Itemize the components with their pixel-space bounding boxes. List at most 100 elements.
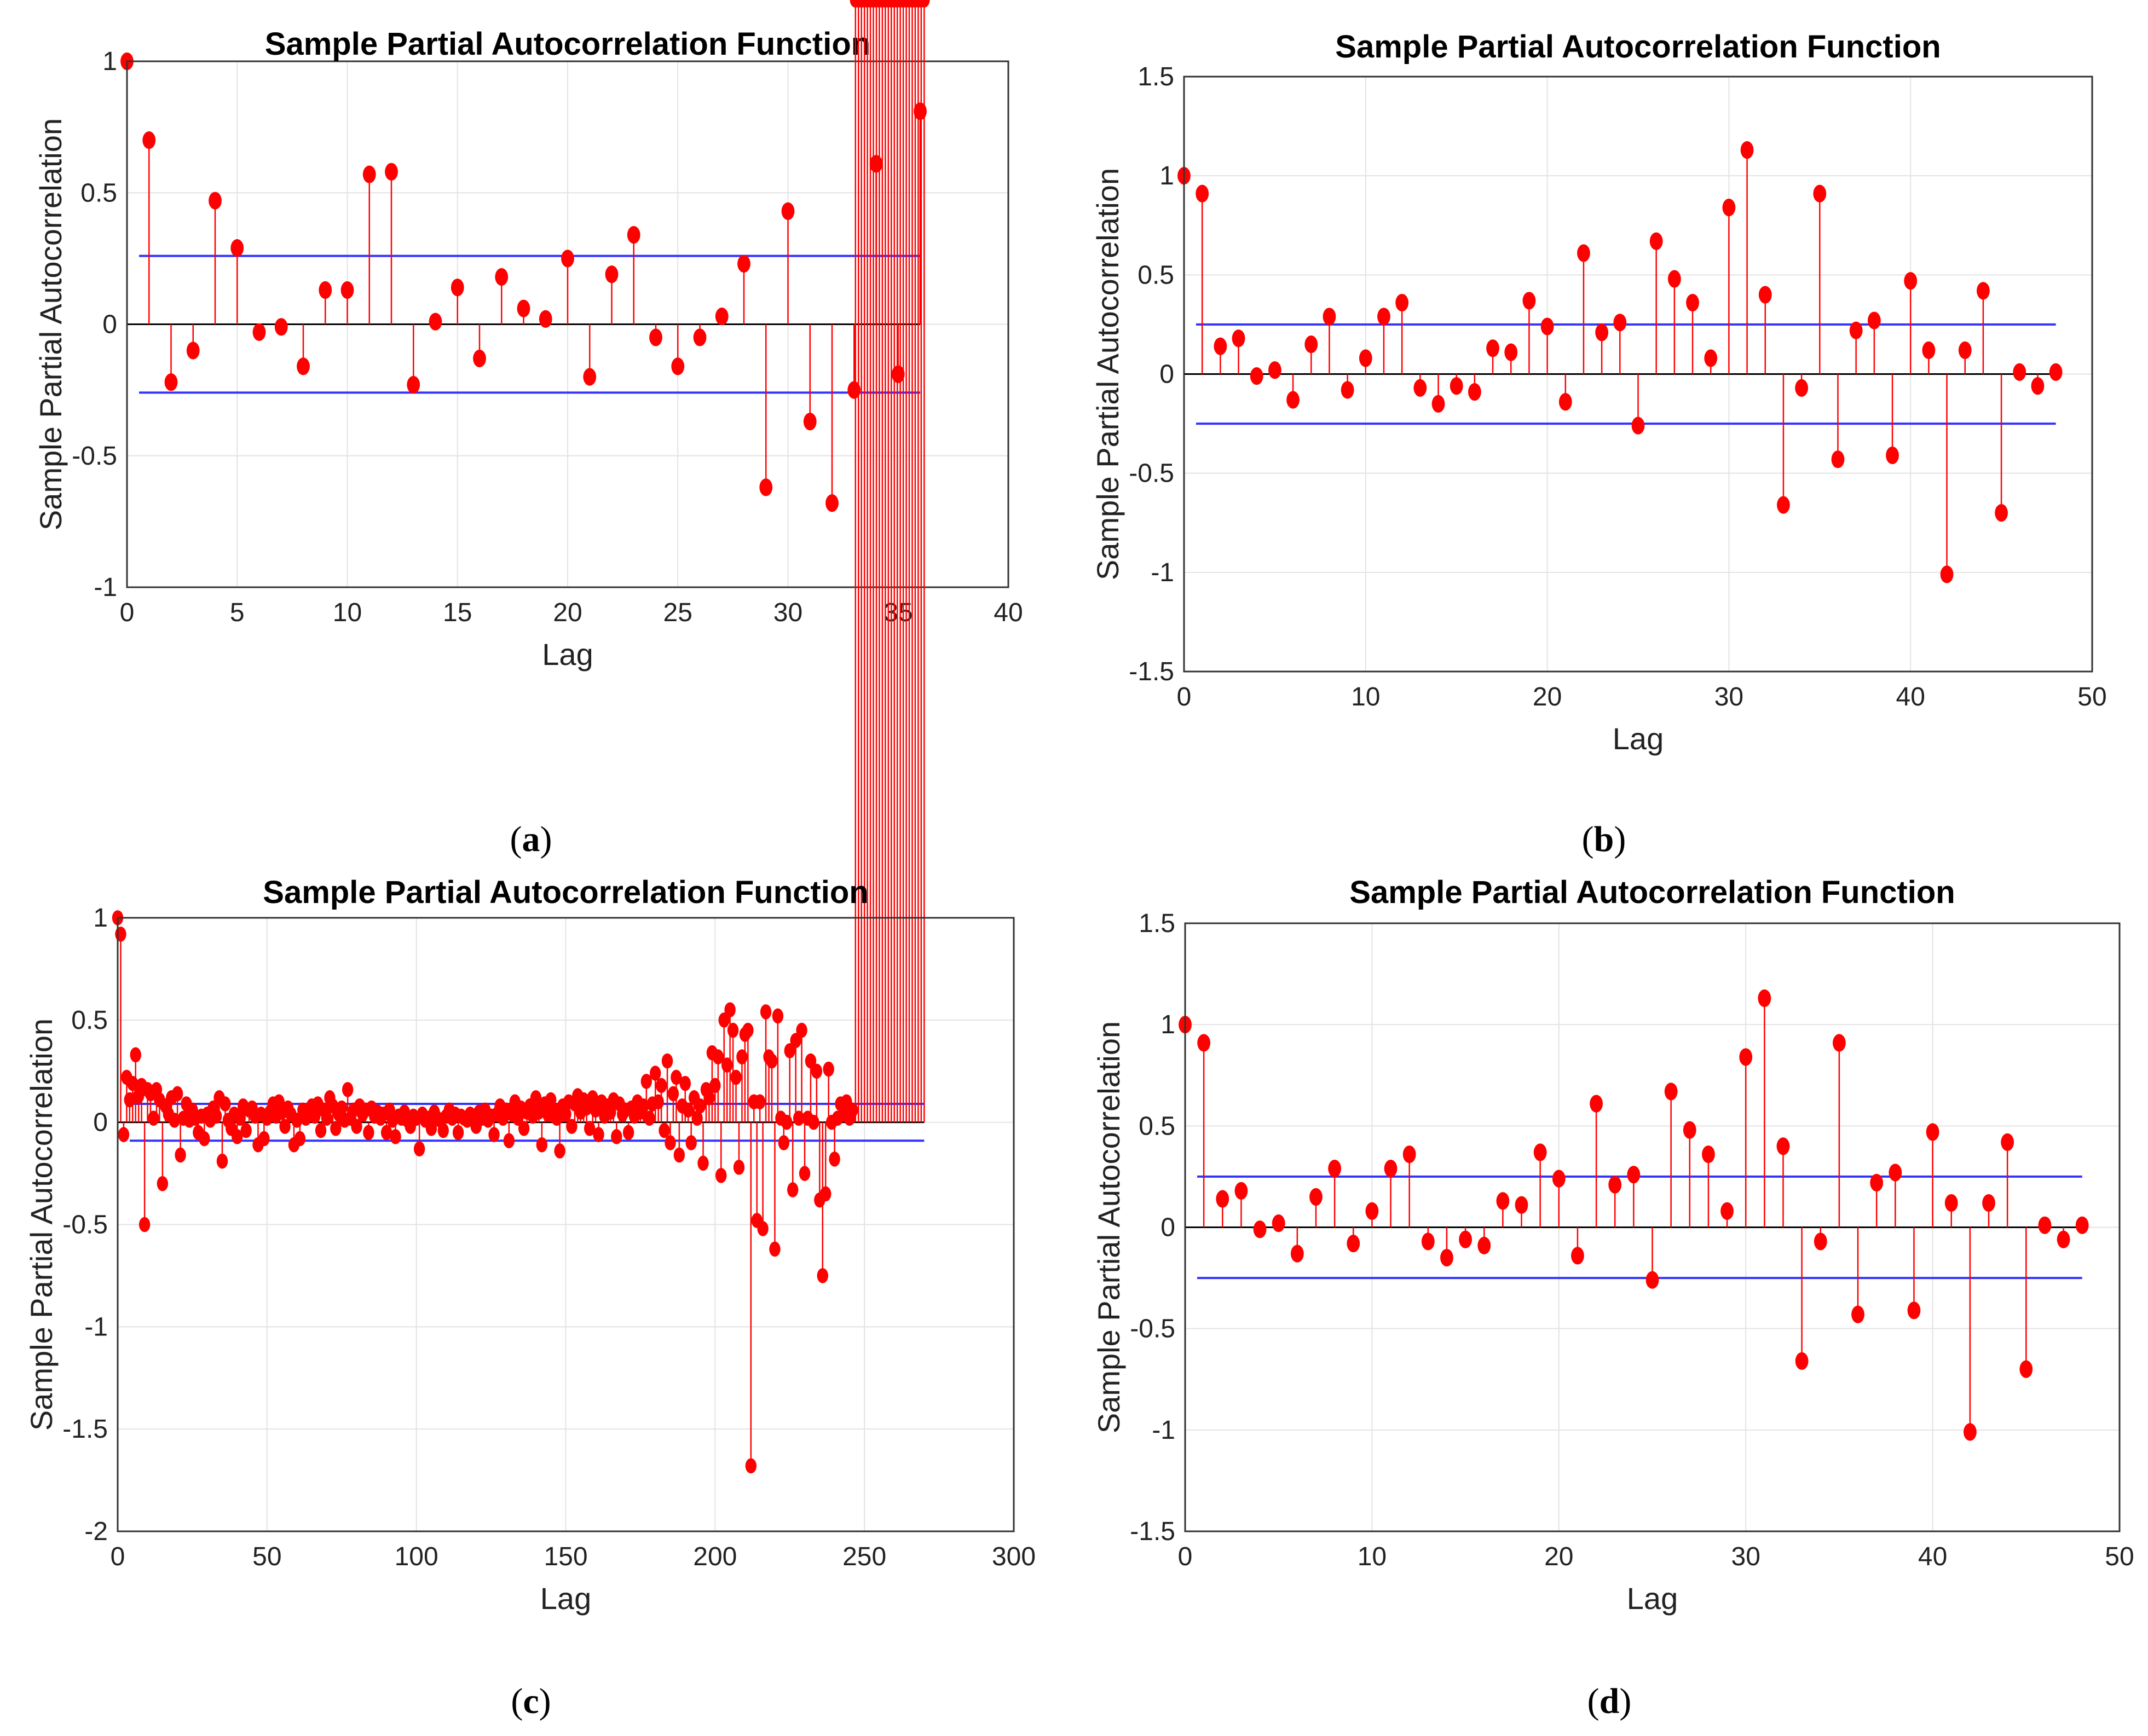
panel-c-point-21 [175, 1147, 186, 1163]
panel-d-point-15 [1459, 1230, 1473, 1248]
panel-b-point-10 [1359, 349, 1372, 367]
panel-d-point-33 [1795, 1352, 1809, 1370]
panel-d-x-tick-2: 20 [1544, 1542, 1573, 1571]
panel-d-point-36 [1851, 1305, 1864, 1323]
panel-a-point-14 [429, 313, 442, 331]
panel-a-point-17 [495, 268, 509, 286]
panel-c-point-36 [220, 1096, 231, 1112]
panel-c-point-207 [730, 1069, 742, 1085]
panel-d-point-41 [1944, 1194, 1958, 1212]
panel-d-stems [1179, 989, 2089, 1441]
panel-c-point-161 [593, 1127, 604, 1142]
panel-d-point-42 [1963, 1423, 1977, 1441]
panel-a-stems [120, 52, 927, 512]
panel-c-point-204 [721, 1057, 733, 1073]
panel-b-caption-close: ) [1614, 819, 1626, 859]
panel-b-plot-frame [1183, 76, 2093, 673]
panel-b-x-tick-5: 50 [2077, 682, 2106, 711]
panel-c-point-142 [536, 1137, 548, 1153]
panel-d-point-30 [1739, 1048, 1753, 1066]
panel-d-point-8 [1328, 1160, 1342, 1178]
panel-b-point-14 [1431, 395, 1445, 413]
panel-a-x-tick-4: 20 [553, 598, 582, 627]
panel-c-point-219 [766, 1053, 778, 1069]
panel-a-point-12 [385, 163, 398, 181]
panel-b-point-18 [1504, 343, 1518, 361]
panel-c-point-217 [760, 1004, 772, 1020]
panel-c-point-80 [351, 1119, 362, 1134]
panel-c-point-109 [437, 1122, 449, 1138]
panel-d-point-29 [1720, 1202, 1734, 1220]
panel-c-point-147 [551, 1110, 563, 1126]
panel-a-y-tick-1: -0.5 [72, 442, 117, 471]
panel-b-point-27 [1667, 270, 1681, 288]
panel-d-point-11 [1384, 1160, 1398, 1178]
panel-c-point-75 [336, 1100, 348, 1116]
panel-d-caption-close: ) [1619, 1681, 1631, 1721]
panel-a-point-22 [605, 265, 619, 283]
panel-c-point-236 [817, 1268, 828, 1283]
panel-b-point-29 [1704, 349, 1718, 367]
panel-c-point-20 [171, 1086, 183, 1102]
panel-a-point-32 [825, 494, 839, 512]
panel-c-x-tick-2: 100 [395, 1542, 438, 1571]
panel-b-point-8 [1323, 308, 1336, 326]
panel-c-point-246 [847, 1102, 858, 1118]
panel-b-point-33 [1777, 496, 1790, 514]
panel-d-point-34 [1814, 1232, 1827, 1251]
panel-c-point-43 [240, 1122, 252, 1138]
panel-c-point-229 [796, 1022, 807, 1038]
panel-c-point-93 [390, 1129, 401, 1144]
panel-c-x-axis-label: Lag [540, 1581, 591, 1616]
panel-c-point-1 [115, 927, 126, 942]
panel-a-point-27 [715, 307, 729, 326]
panel-c-point-206 [727, 1022, 739, 1038]
panel-c-x-tick-1: 50 [252, 1542, 281, 1571]
panel-c-point-152 [566, 1119, 578, 1134]
panel-d-caption-open: ( [1587, 1681, 1600, 1721]
panel-d-y-tick-labels: -1.5 -1 -0.5 0 0.5 1 1.5 [1130, 909, 1175, 1546]
panel-d-point-2 [1216, 1190, 1229, 1208]
panel-a-plot-frame [126, 60, 1009, 588]
panel-c-point-178 [644, 1110, 655, 1126]
panel-c-point-56 [279, 1119, 291, 1134]
panel-b: 0 10 20 30 40 50 -1.5 -1 -0.5 0 0.5 1 1.5 Sample Pa… [1090, 29, 2107, 859]
panel-a-caption-letter: a [522, 819, 540, 859]
panel-b-x-tick-labels: 0 10 20 30 40 50 [1177, 682, 2107, 711]
panel-d-x-tick-1: 10 [1358, 1542, 1387, 1571]
panel-d-point-21 [1571, 1247, 1584, 1265]
panel-d-point-3 [1234, 1182, 1248, 1200]
panel-b-x-axis-label: Lag [1613, 721, 1664, 756]
panel-a-point-21 [583, 368, 597, 386]
panel-d-point-45 [2019, 1360, 2033, 1378]
panel-a-point-6 [252, 323, 266, 342]
panel-b-caption-open: ( [1582, 819, 1594, 859]
panel-c-caption-close: ) [539, 1681, 551, 1721]
panel-d-point-28 [1702, 1145, 1715, 1164]
panel-b-point-46 [2013, 363, 2026, 381]
panel-d-point-10 [1365, 1202, 1379, 1220]
panel-c-point-200 [709, 1078, 721, 1093]
panel-b-y-tick-4: 0.5 [1137, 261, 1174, 290]
panel-c-y-tick-6: 1 [93, 904, 108, 933]
panel-a-point-16 [473, 349, 486, 368]
panel-b-point-1 [1196, 184, 1209, 202]
panel-b-point-32 [1758, 286, 1772, 304]
panel-c-point-211 [742, 1022, 754, 1038]
panel-a-point-19 [539, 310, 552, 328]
panel-c-point-201 [712, 1049, 724, 1064]
panel-b-point-31 [1740, 141, 1754, 159]
panel-d-point-27 [1683, 1121, 1696, 1139]
panel-a-point-2 [164, 373, 178, 391]
panel-a-point-31 [803, 413, 817, 431]
panel-c-point-167 [611, 1129, 622, 1144]
panel-b-caption-letter: b [1594, 819, 1614, 859]
panel-c-x-tick-5: 250 [842, 1542, 886, 1571]
panel-d-point-1 [1197, 1034, 1211, 1052]
panel-d: 0 10 20 30 40 50 -1.5 -1 -0.5 0 0.5 1 1.5 Sample Pa… [1092, 875, 2134, 1721]
panel-a-x-tick-0: 0 [120, 598, 135, 627]
panel-d-x-tick-3: 30 [1731, 1542, 1760, 1571]
panel-b-point-39 [1886, 446, 1899, 465]
panel-c-point-184 [661, 1053, 673, 1069]
panel-c-point-49 [258, 1131, 270, 1147]
